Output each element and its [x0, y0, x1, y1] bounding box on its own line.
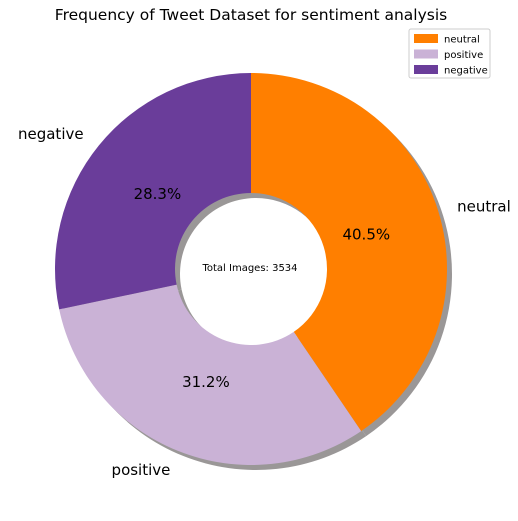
- labels-group: 40.5% neutral 31.2% positive 28.3% negative: [18, 125, 511, 479]
- legend-label-positive: positive: [444, 50, 483, 61]
- slice-positive: [59, 284, 362, 465]
- chart-title: Frequency of Tweet Dataset for sentiment…: [55, 6, 447, 24]
- legend: neutral positive negative: [408, 28, 491, 79]
- center-total-label: Total Images: 3534: [201, 263, 297, 274]
- pct-label-neutral: 40.5%: [342, 226, 390, 244]
- legend-swatch-neutral: [414, 34, 438, 43]
- slices-group: [54, 73, 447, 465]
- legend-swatch-negative: [414, 65, 438, 74]
- category-label-neutral: neutral: [457, 198, 511, 216]
- slice-negative: [54, 73, 251, 310]
- category-label-negative: negative: [18, 125, 84, 143]
- slice-neutral: [251, 73, 447, 432]
- pct-label-negative: 28.3%: [134, 185, 182, 203]
- category-label-positive: positive: [112, 461, 171, 479]
- legend-label-negative: negative: [444, 66, 488, 77]
- pct-label-positive: 31.2%: [182, 373, 230, 391]
- legend-label-neutral: neutral: [444, 35, 480, 46]
- legend-swatch-positive: [414, 49, 438, 59]
